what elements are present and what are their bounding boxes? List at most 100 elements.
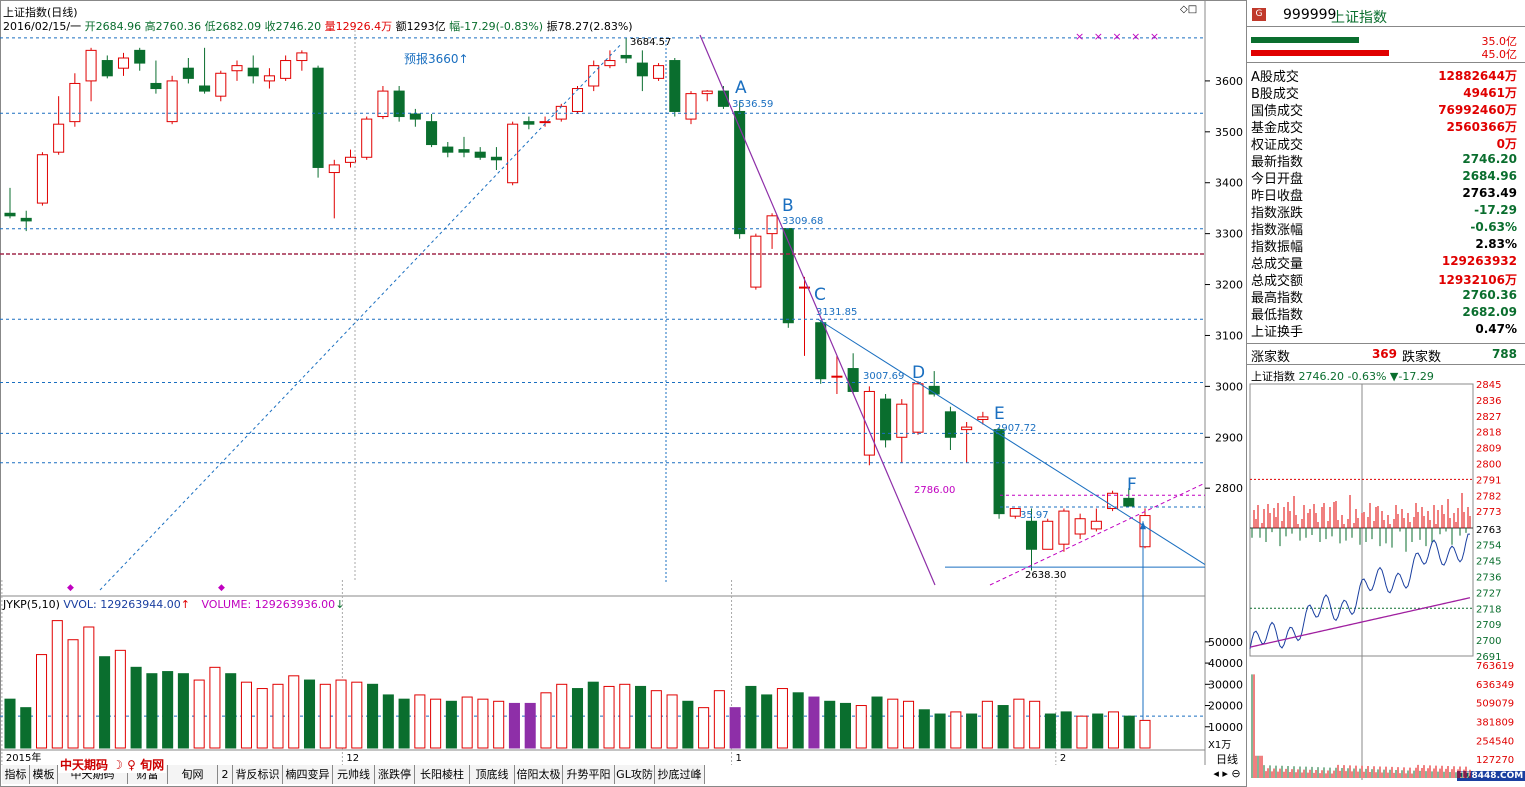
candle-body <box>426 121 438 146</box>
volume-bar <box>997 705 1009 749</box>
vvol-value: VVOL: 129263944.00 <box>63 598 181 611</box>
price-tick-label: 2800 <box>1215 482 1243 495</box>
candle-body <box>280 60 292 79</box>
tab-14[interactable]: GL攻防 <box>615 765 655 784</box>
candle-body <box>815 322 827 380</box>
tab-15[interactable]: 抄底过峰 <box>655 765 705 784</box>
quote-row-value: 2760.36 <box>1462 288 1517 302</box>
volume-bar <box>729 707 741 749</box>
point-a-value: 3536.59 <box>732 99 774 110</box>
volume-bar <box>1092 713 1104 749</box>
volume-bar <box>571 688 584 749</box>
point-b-value: 3309.68 <box>782 216 824 227</box>
channel-line <box>989 482 1206 586</box>
volume-bar <box>619 683 631 749</box>
candle-body <box>961 426 973 431</box>
volume-bar <box>4 698 16 749</box>
intraday-tick-label: 2809 <box>1476 444 1501 455</box>
candle-body <box>1058 510 1070 545</box>
tab-6[interactable]: 背反标识 <box>233 765 283 784</box>
candle-body <box>1025 520 1038 550</box>
tab-7[interactable]: 楠四变异 <box>283 765 333 784</box>
intraday-tick-label: 2782 <box>1476 491 1501 502</box>
candle-body <box>442 146 454 153</box>
candle-body <box>571 88 584 112</box>
quote-row-value: 2.83% <box>1475 237 1517 251</box>
volume-bar <box>824 700 836 749</box>
intraday-chart[interactable]: 2845 2836 2827 2818 2809 2800 2791 2782 2773 2763… <box>1247 380 1525 785</box>
quote-row-value: 0万 <box>1496 137 1517 151</box>
volume-tick-label: 10000 <box>1208 721 1243 734</box>
candle-body <box>1090 520 1102 530</box>
candle-body <box>377 90 389 118</box>
volume-label: 量12926.4万 <box>324 20 393 33</box>
quote-code: 999999 <box>1283 7 1337 23</box>
tab-4[interactable]: 旬网 <box>168 765 218 784</box>
marker-diamond-icon: ◆ <box>67 583 74 593</box>
candle-body <box>750 235 762 288</box>
quote-row-label: 最低指数 <box>1251 308 1304 323</box>
intraday-volume-tick: 254540 <box>1476 736 1514 747</box>
tab-1[interactable]: 模板 <box>30 765 58 784</box>
panel-divider <box>1247 26 1525 27</box>
tab-9[interactable]: 涨跌停 <box>375 765 415 784</box>
candle-body <box>993 429 1005 515</box>
candle-body <box>896 403 908 438</box>
candle-body <box>912 383 924 433</box>
pointer-arrow-icon <box>1140 521 1146 530</box>
volume-bar <box>524 702 536 749</box>
quote-row-value: -0.63% <box>1470 220 1517 234</box>
rise-count: 369 <box>1371 347 1397 361</box>
point-b-label: B <box>782 196 794 216</box>
volume-bar <box>130 666 142 749</box>
volume-bar <box>209 666 221 749</box>
volume-bar <box>351 681 363 749</box>
tab-8[interactable]: 元帅线 <box>333 765 375 784</box>
quote-row-label: 指数涨幅 <box>1251 223 1304 238</box>
tab-10[interactable]: 长阳棱柱 <box>415 765 470 784</box>
volume-bar <box>966 713 978 749</box>
volume-bar <box>540 692 552 749</box>
candle-body <box>474 151 486 158</box>
candle-body <box>101 60 113 77</box>
candle-body <box>263 75 275 82</box>
candle-body <box>150 82 162 90</box>
volume-bar <box>51 620 63 749</box>
candle-body <box>182 67 194 79</box>
volume-bar <box>871 696 883 749</box>
price-tick-label: 3100 <box>1215 329 1243 342</box>
volume-arrow-icon: ↓ <box>335 598 345 611</box>
volume-bar <box>556 683 568 749</box>
candle-body <box>134 49 146 64</box>
candle-body <box>458 149 470 153</box>
tab-daily[interactable]: 日线 <box>1216 753 1238 766</box>
point-d-value: 3007.69 <box>863 371 905 382</box>
tab-12[interactable]: 倍阳太极 <box>515 765 563 784</box>
volume-bar <box>745 685 757 749</box>
intraday-volume-tick: 636349 <box>1476 680 1514 691</box>
scroll-arrows-icon[interactable]: ◂ ▸ ⊖ <box>1213 767 1241 780</box>
volume-bar <box>1013 698 1025 749</box>
amount-2: 45.0亿 <box>1481 48 1518 61</box>
candle-body <box>798 286 811 289</box>
intraday-tick-label: 2827 <box>1476 412 1501 423</box>
candle-body <box>490 156 502 161</box>
tab-0[interactable]: 指标 <box>2 765 30 784</box>
open-label: 开2684.96 <box>84 20 142 33</box>
fall-label: 跌家数 <box>1402 350 1442 365</box>
tab-11[interactable]: 顶底线 <box>470 765 515 784</box>
window-controls-icon[interactable]: ◇□ <box>1180 4 1198 15</box>
vvol-arrow-icon: ↑ <box>180 598 190 611</box>
point-a-label: A <box>735 78 747 98</box>
volume-bar <box>682 700 694 749</box>
tab-13[interactable]: 升势平阳 <box>563 765 615 784</box>
candle-body <box>166 80 178 123</box>
intraday-header: 上证指数 2746.20 -0.63% ▼-17.29 <box>1251 368 1434 384</box>
prediction-label: 预报3660↑ <box>404 52 469 66</box>
main-chart[interactable]: 3600 3500 3400 3300 3200 3100 3000 2900 2800 2015… <box>0 0 1247 787</box>
tab-5[interactable]: 2 <box>218 765 233 784</box>
volume-bar <box>698 707 710 749</box>
quote-row-label: 总成交量 <box>1251 257 1304 272</box>
volume-bar <box>1076 715 1088 749</box>
point-f-label: F <box>1127 475 1137 495</box>
